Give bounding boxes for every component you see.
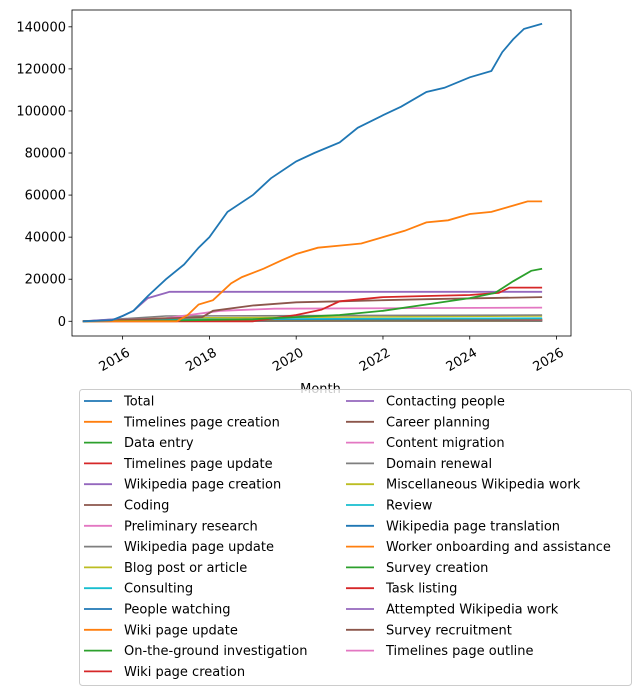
series-line-1 [82,200,543,323]
x-tick-label: 2024 [444,345,480,375]
series-line-0 [82,22,543,323]
y-tick-label: 0 [58,315,66,330]
series-line-2 [82,267,543,323]
plot-frame [71,9,572,337]
legend-label-15: Career planning [386,415,490,430]
x-tick-label: 2020 [270,345,306,375]
legend-label-0: Total [123,395,154,410]
legend-label-14: Contacting people [386,395,505,410]
legend-label-1: Timelines page creation [123,415,280,430]
legend-label-13: Wiki page creation [124,665,245,680]
legend-label-23: Task listing [385,582,457,597]
x-tick-label: 2022 [357,345,393,375]
legend-label-5: Coding [124,499,169,514]
legend-label-2: Data entry [124,436,194,451]
legend-label-4: Wikipedia page creation [124,478,281,493]
y-tick-label: 140000 [16,20,66,35]
y-tick-label: 40000 [25,231,66,246]
legend-label-18: Miscellaneous Wikipedia work [386,478,581,493]
legend-label-3: Timelines page update [123,457,273,472]
series-line-5 [82,296,543,323]
legend-label-17: Domain renewal [386,457,492,472]
x-tick-label: 2018 [183,345,219,375]
legend-label-26: Timelines page outline [385,644,534,659]
legend-label-22: Survey creation [386,561,488,576]
legend-label-24: Attempted Wikipedia work [386,603,559,618]
legend-label-9: Consulting [124,582,193,597]
legend-label-12: On-the-ground investigation [124,644,307,659]
legend-label-25: Survey recruitment [386,623,512,638]
legend-label-19: Review [386,499,433,514]
x-tick-label: 2026 [531,345,567,375]
legend-box [79,389,632,686]
y-tick-label: 120000 [16,62,66,77]
legend-label-20: Wikipedia page translation [386,519,560,534]
y-tick-label: 100000 [16,104,66,119]
x-tick-label: 2016 [97,345,133,375]
legend-label-7: Wikipedia page update [124,540,274,555]
legend-label-11: Wiki page update [124,623,238,638]
y-tick-label: 80000 [25,147,66,162]
legend-label-10: People watching [124,603,231,618]
legend-label-8: Blog post or article [124,561,247,576]
legend-label-21: Worker onboarding and assistance [386,540,611,555]
legend-label-6: Preliminary research [124,519,258,534]
legend-label-16: Content migration [386,436,505,451]
y-tick-label: 60000 [25,189,66,204]
y-tick-label: 20000 [25,273,66,288]
